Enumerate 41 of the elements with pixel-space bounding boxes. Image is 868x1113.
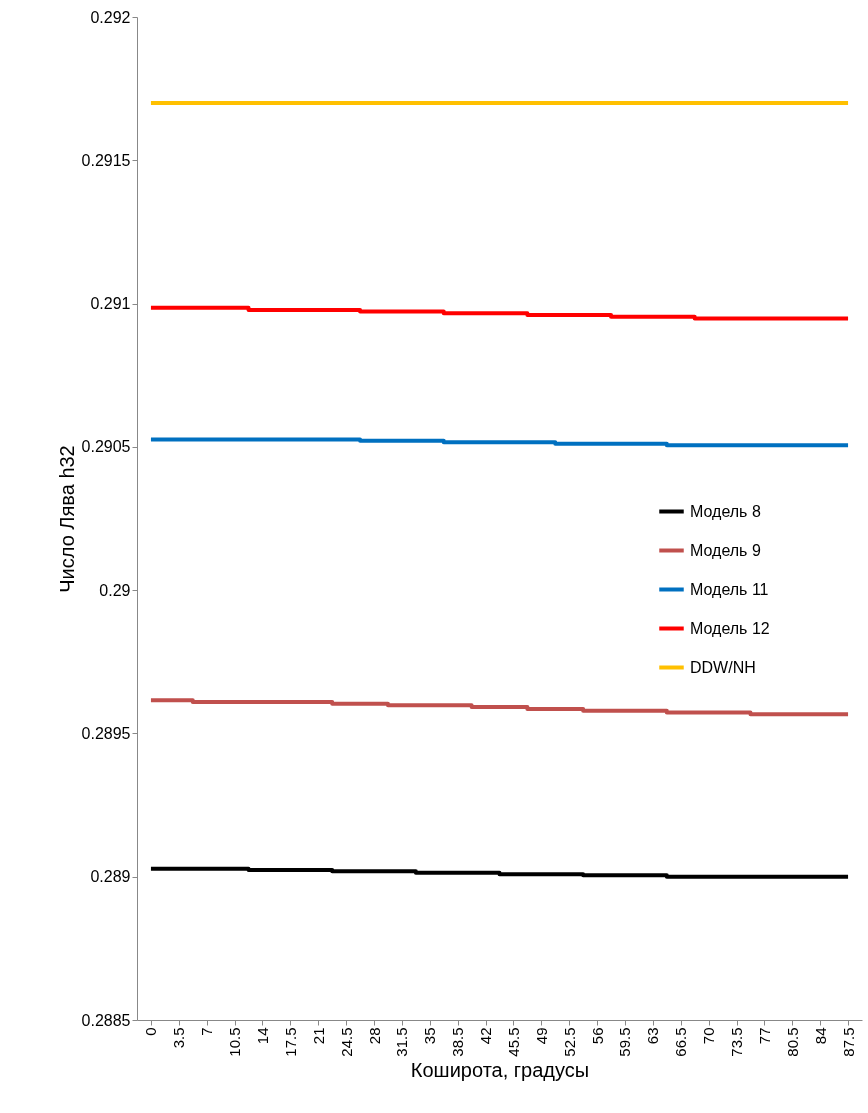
x-tick-label: 28 (365, 1027, 383, 1045)
legend-label: Модель 11 (690, 580, 769, 598)
x-tick-label: 87.5 (839, 1027, 857, 1057)
y-tick-label: 0.292 (90, 8, 131, 26)
y-tick-label: 0.289 (90, 868, 131, 886)
x-tick-label: 73.5 (728, 1027, 746, 1057)
x-tick-label: 14 (253, 1027, 271, 1045)
y-tick-label: 0.2895 (81, 724, 131, 742)
x-tick-label: 10.5 (226, 1027, 244, 1057)
y-tick-label: 0.2905 (81, 438, 131, 456)
legend-label: Модель 12 (690, 619, 770, 637)
y-axis-title: Число Лява h32 (55, 445, 78, 593)
legend-label: DDW/NH (690, 658, 756, 676)
x-axis-title: Коширота, градусы (410, 1058, 590, 1081)
y-tick-label: 0.291 (90, 295, 131, 313)
x-tick-label: 24.5 (337, 1027, 355, 1057)
x-tick-label: 49 (532, 1027, 550, 1045)
x-tick-label: 7 (198, 1027, 216, 1036)
x-tick-label: 0 (142, 1027, 160, 1036)
x-tick-label: 45.5 (504, 1027, 522, 1057)
x-tick-label: 31.5 (393, 1027, 411, 1057)
x-tick-label: 84 (811, 1027, 829, 1045)
x-tick-label: 35 (421, 1027, 439, 1045)
legend-label: Модель 9 (690, 541, 761, 559)
x-tick-label: 70 (700, 1027, 718, 1045)
x-tick-label: 77 (755, 1027, 773, 1045)
x-tick-label: 42 (477, 1027, 495, 1045)
x-tick-label: 3.5 (170, 1027, 188, 1049)
y-tick-label: 0.29 (99, 581, 131, 599)
y-tick-label: 0.2915 (81, 151, 131, 169)
x-tick-label: 59.5 (616, 1027, 634, 1057)
x-tick-label: 56 (588, 1027, 606, 1045)
y-tick-label: 0.2885 (81, 1011, 131, 1029)
x-tick-label: 80.5 (783, 1027, 801, 1057)
x-tick-label: 17.5 (281, 1027, 299, 1057)
legend-label: Модель 8 (690, 502, 761, 520)
x-tick-label: 66.5 (672, 1027, 690, 1057)
x-tick-label: 38.5 (449, 1027, 467, 1057)
x-tick-label: 52.5 (560, 1027, 578, 1057)
x-tick-label: 21 (309, 1027, 327, 1045)
x-tick-label: 63 (644, 1027, 662, 1045)
